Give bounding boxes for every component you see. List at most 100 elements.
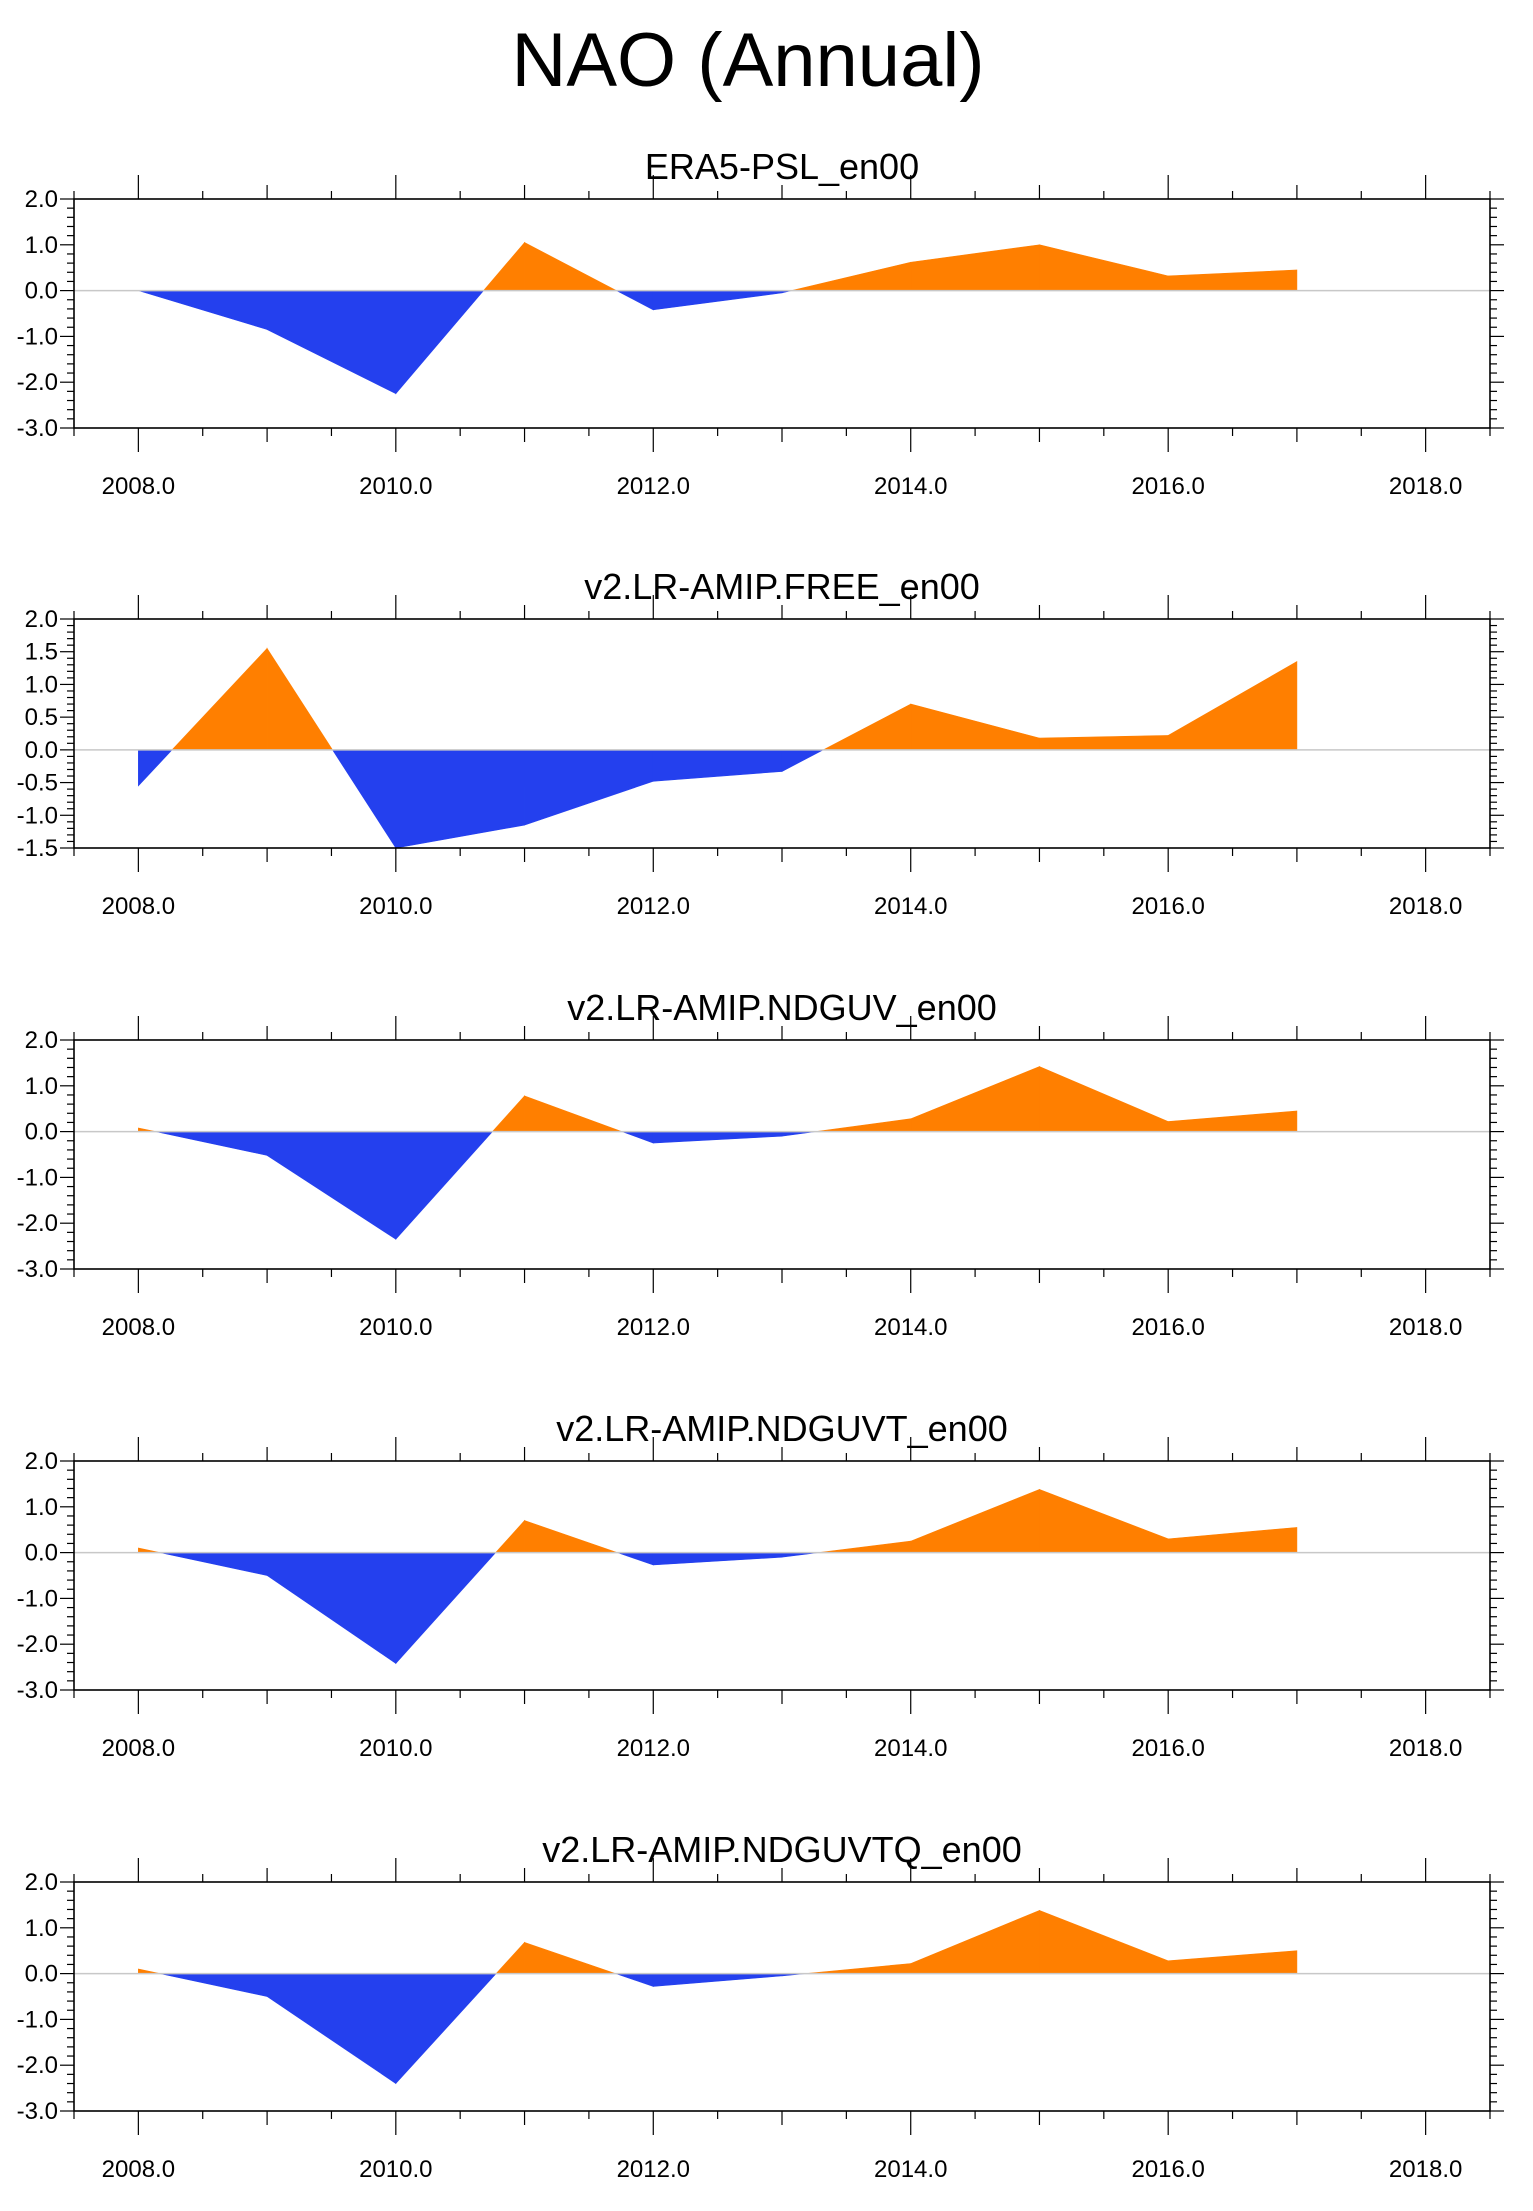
negative-area	[781, 749, 824, 772]
panel-4: v2.LR-AMIP.NDGUVT_en00 2.0 1.0 0.0 -1.0 -2.0 -…	[17, 1408, 1504, 1762]
x-tick-label: 2012.0	[617, 1314, 690, 1341]
y-tick-label: 0.0	[25, 1540, 58, 1567]
positive-area	[910, 703, 1040, 751]
x-tick-label: 2018.0	[1389, 2156, 1462, 2183]
x-tick-label: 2016.0	[1131, 473, 1204, 500]
negative-area	[331, 749, 397, 850]
x-tick-label: 2010.0	[359, 1314, 432, 1341]
negative-area	[155, 1131, 268, 1156]
negative-area	[159, 1552, 268, 1576]
y-tick-label: 1.0	[25, 1073, 58, 1100]
positive-area	[910, 1488, 1040, 1553]
positive-area	[1167, 1527, 1298, 1553]
negative-area	[652, 290, 783, 311]
positive-area	[805, 1963, 912, 1974]
y-tick-label: -1.0	[17, 802, 58, 829]
positive-area	[1167, 1950, 1298, 1974]
y-tick-label: 2.0	[25, 606, 58, 633]
x-tick-label: 2008.0	[102, 1314, 175, 1341]
positive-area	[818, 1540, 912, 1553]
x-tick-label: 2010.0	[359, 2156, 432, 2183]
y-tick-label: -2.0	[17, 2052, 58, 2079]
negative-area	[395, 1973, 497, 2085]
positive-area	[823, 703, 912, 751]
negative-area	[652, 749, 783, 782]
y-tick-label: 2.0	[25, 186, 58, 213]
x-tick-label: 2018.0	[1389, 473, 1462, 500]
y-tick-label: -3.0	[17, 415, 58, 442]
y-tick-label: -3.0	[17, 2098, 58, 2125]
positive-area	[815, 1118, 912, 1132]
x-tick-label: 2018.0	[1389, 1735, 1462, 1762]
y-tick-label: 1.0	[25, 671, 58, 698]
y-tick-label: -1.0	[17, 1164, 58, 1191]
y-tick-label: 1.5	[25, 639, 58, 666]
positive-area	[1039, 244, 1169, 291]
positive-area	[494, 1519, 525, 1553]
x-tick-label: 2010.0	[359, 473, 432, 500]
positive-area	[910, 1909, 1040, 1974]
panel-title: ERA5-PSL_en00	[645, 146, 919, 187]
y-tick-label: 2.0	[25, 1448, 58, 1475]
x-tick-label: 2014.0	[874, 2156, 947, 2183]
negative-area	[616, 290, 654, 311]
negative-area	[621, 1131, 654, 1144]
positive-area	[1039, 1909, 1169, 1974]
positive-area	[1039, 1066, 1169, 1132]
y-tick-label: -2.0	[17, 1631, 58, 1658]
positive-area	[524, 1520, 618, 1553]
negative-area	[395, 1131, 494, 1241]
y-tick-label: 1.0	[25, 1494, 58, 1521]
panel-title: v2.LR-AMIP.NDGUVT_en00	[556, 1408, 1008, 1449]
main-title: NAO (Annual)	[511, 18, 984, 103]
x-tick-label: 2014.0	[874, 1735, 947, 1762]
positive-area	[1039, 1488, 1169, 1553]
positive-area	[171, 647, 268, 751]
y-tick-label: -0.5	[17, 770, 58, 797]
panel-5: v2.LR-AMIP.NDGUVTQ_en00 2.0 1.0 0.0 -1.0 -2.0…	[17, 1829, 1504, 2183]
positive-area	[910, 244, 1040, 291]
x-tick-label: 2012.0	[617, 473, 690, 500]
x-tick-label: 2008.0	[102, 2156, 175, 2183]
y-tick-label: 1.0	[25, 232, 58, 259]
negative-area	[159, 1973, 268, 1997]
x-tick-label: 2008.0	[102, 1735, 175, 1762]
negative-area	[652, 1973, 783, 1987]
negative-area	[524, 749, 654, 826]
negative-area	[652, 1131, 783, 1144]
negative-area	[395, 749, 525, 849]
negative-area	[266, 1973, 397, 2085]
negative-area	[138, 749, 173, 787]
x-tick-label: 2018.0	[1389, 1314, 1462, 1341]
x-tick-label: 2010.0	[359, 893, 432, 920]
positive-area	[1167, 269, 1298, 291]
panel-title: v2.LR-AMIP.FREE_en00	[584, 566, 980, 607]
y-tick-label: -1.0	[17, 1585, 58, 1612]
y-tick-label: 0.0	[25, 1119, 58, 1146]
negative-area	[617, 1552, 654, 1566]
positive-area	[1039, 735, 1169, 751]
x-tick-label: 2014.0	[874, 473, 947, 500]
negative-area	[266, 1131, 397, 1240]
positive-area	[910, 1066, 1040, 1132]
x-tick-label: 2008.0	[102, 893, 175, 920]
negative-area	[395, 290, 485, 395]
positive-area	[524, 242, 617, 291]
negative-area	[652, 1552, 783, 1566]
x-tick-label: 2012.0	[617, 893, 690, 920]
y-tick-label: 0.0	[25, 278, 58, 305]
x-tick-label: 2008.0	[102, 473, 175, 500]
y-tick-label: -1.0	[17, 323, 58, 350]
positive-area	[482, 241, 525, 291]
y-tick-label: -2.0	[17, 1210, 58, 1237]
y-tick-label: 1.0	[25, 1915, 58, 1942]
panel-1: ERA5-PSL_en00 2.0 1.0 0.0 -1.0 -2.0 -3.0 2008.0…	[17, 146, 1504, 500]
y-tick-label: -1.5	[17, 835, 58, 862]
positive-area	[791, 261, 912, 291]
y-tick-label: 2.0	[25, 1027, 58, 1054]
positive-area	[1167, 661, 1298, 751]
positive-area	[491, 1095, 525, 1132]
x-tick-label: 2012.0	[617, 2156, 690, 2183]
